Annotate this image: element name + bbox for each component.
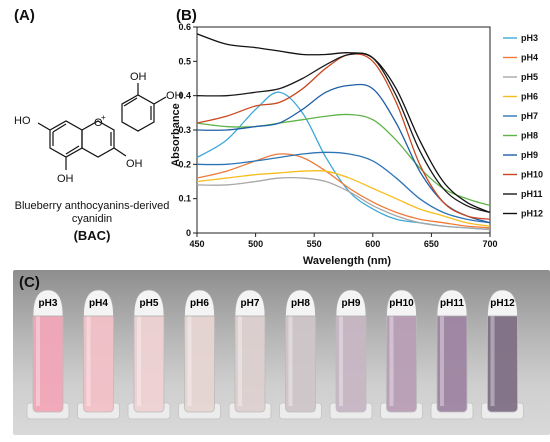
vial-label: pH3: [39, 298, 58, 309]
series-line-ph5: [196, 176, 491, 231]
legend-label-ph8: pH8: [521, 131, 538, 141]
legend-label-ph11: pH11: [521, 189, 543, 199]
vial-glare: [86, 316, 91, 406]
legend-label-ph6: pH6: [521, 92, 538, 102]
legend-label-ph7: pH7: [521, 111, 538, 121]
molecule-caption-line2: cyanidin: [71, 213, 113, 225]
y-tick-label: 0.5: [178, 56, 191, 66]
vial-glare: [187, 316, 192, 406]
series-line-ph3: [196, 91, 491, 231]
vial-glare: [36, 316, 40, 406]
panel-label-c: (C): [19, 274, 40, 291]
legend-label-ph12: pH12: [521, 209, 543, 219]
y-tick-label: 0: [186, 228, 191, 238]
vial-label: pH12: [490, 298, 515, 309]
molecule-bonds: [37, 83, 167, 170]
series-line-ph11: [196, 52, 491, 214]
series-line-ph6: [196, 169, 491, 227]
vial-glare: [389, 316, 394, 406]
legend-label-ph9: pH9: [521, 150, 538, 160]
vial-glare: [238, 316, 242, 406]
molecule-caption-line1: Blueberry anthocyanins-derived: [14, 200, 170, 212]
vial-cap: [133, 289, 165, 317]
vial-glare: [339, 316, 343, 406]
vial-cap: [32, 289, 64, 317]
x-tick-label: 550: [307, 239, 322, 249]
vial-glare: [288, 316, 293, 406]
vial-cap: [487, 289, 518, 317]
series-line-ph10: [196, 53, 491, 220]
legend-label-ph4: pH4: [521, 53, 538, 63]
series-line-ph7: [196, 151, 491, 224]
y-tick-label: 0.1: [178, 194, 191, 204]
vial-label: pH10: [389, 298, 414, 309]
vial-cap: [234, 289, 266, 317]
x-tick-label: 450: [189, 239, 204, 249]
x-tick-label: 600: [365, 239, 380, 249]
y-tick-label: 0.4: [178, 91, 191, 101]
y-tick-label: 0.2: [178, 159, 191, 169]
vial-cap: [83, 289, 114, 317]
cyanidin-structure: O + HO OH OH OH OH: [14, 71, 183, 185]
vial-glare: [137, 316, 141, 406]
x-axis-label: Wavelength (nm): [303, 255, 392, 267]
vial-label: pH9: [342, 298, 361, 309]
x-tick-label: 650: [424, 239, 439, 249]
vial-label: pH6: [190, 298, 209, 309]
vial-cap: [335, 289, 367, 317]
vial-ph12: pH12: [481, 289, 524, 420]
legend-label-ph5: pH5: [521, 72, 538, 82]
oxygen-atom: O: [94, 117, 103, 129]
vial-ph6: pH6: [178, 289, 221, 420]
charge-plus: +: [101, 113, 106, 122]
legend-label-ph3: pH3: [521, 33, 538, 43]
legend-label-ph10: pH10: [521, 170, 543, 180]
vial-label: pH5: [140, 298, 159, 309]
y-axis-label: Absorbance: [170, 103, 182, 167]
vial-ph4: pH4: [77, 289, 120, 420]
vial-cap: [184, 289, 215, 317]
vial-label: pH4: [89, 298, 108, 309]
series-line-ph12: [196, 33, 491, 213]
y-tick-label: 0.6: [178, 22, 191, 32]
vial-ph8: pH8: [279, 289, 322, 420]
vial-label: pH11: [440, 298, 464, 309]
label-oh-c3: OH: [126, 158, 143, 170]
y-tick-label: 0.3: [178, 125, 191, 135]
panel-label-b: (B): [176, 7, 197, 24]
plot-frame: [196, 26, 491, 234]
vial-label: pH7: [241, 298, 260, 309]
panel-label-a: (A): [14, 7, 35, 24]
vial-glare: [440, 316, 444, 406]
vial-glare: [490, 316, 495, 406]
label-oh-c5: OH: [57, 173, 74, 185]
vial-ph5: pH5: [127, 289, 171, 420]
vial-label: pH8: [291, 298, 310, 309]
vial-ph9: pH9: [329, 289, 373, 420]
vial-ph10: pH10: [380, 289, 423, 420]
molecule-abbrev: (BAC): [73, 228, 111, 243]
label-oh-top: OH: [130, 71, 147, 83]
absorbance-chart: Absorbance Wavelength (nm) 450 500 550 600 6…: [170, 22, 543, 267]
label-oh-right: OH: [166, 90, 183, 102]
vial-cap: [436, 289, 468, 317]
x-tick-label: 700: [482, 239, 497, 249]
vial-ph3: pH3: [26, 289, 70, 420]
vial-ph11: pH11: [430, 289, 474, 420]
vials-row: pH3 pH4 pH5 pH6 pH7 pH8 pH9 pH10 pH11 pH12: [26, 289, 524, 420]
x-tick-label: 500: [248, 239, 263, 249]
vial-cap: [285, 289, 316, 317]
vial-cap: [386, 289, 417, 317]
label-ho-c7: HO: [14, 115, 31, 127]
vial-ph7: pH7: [228, 289, 272, 420]
